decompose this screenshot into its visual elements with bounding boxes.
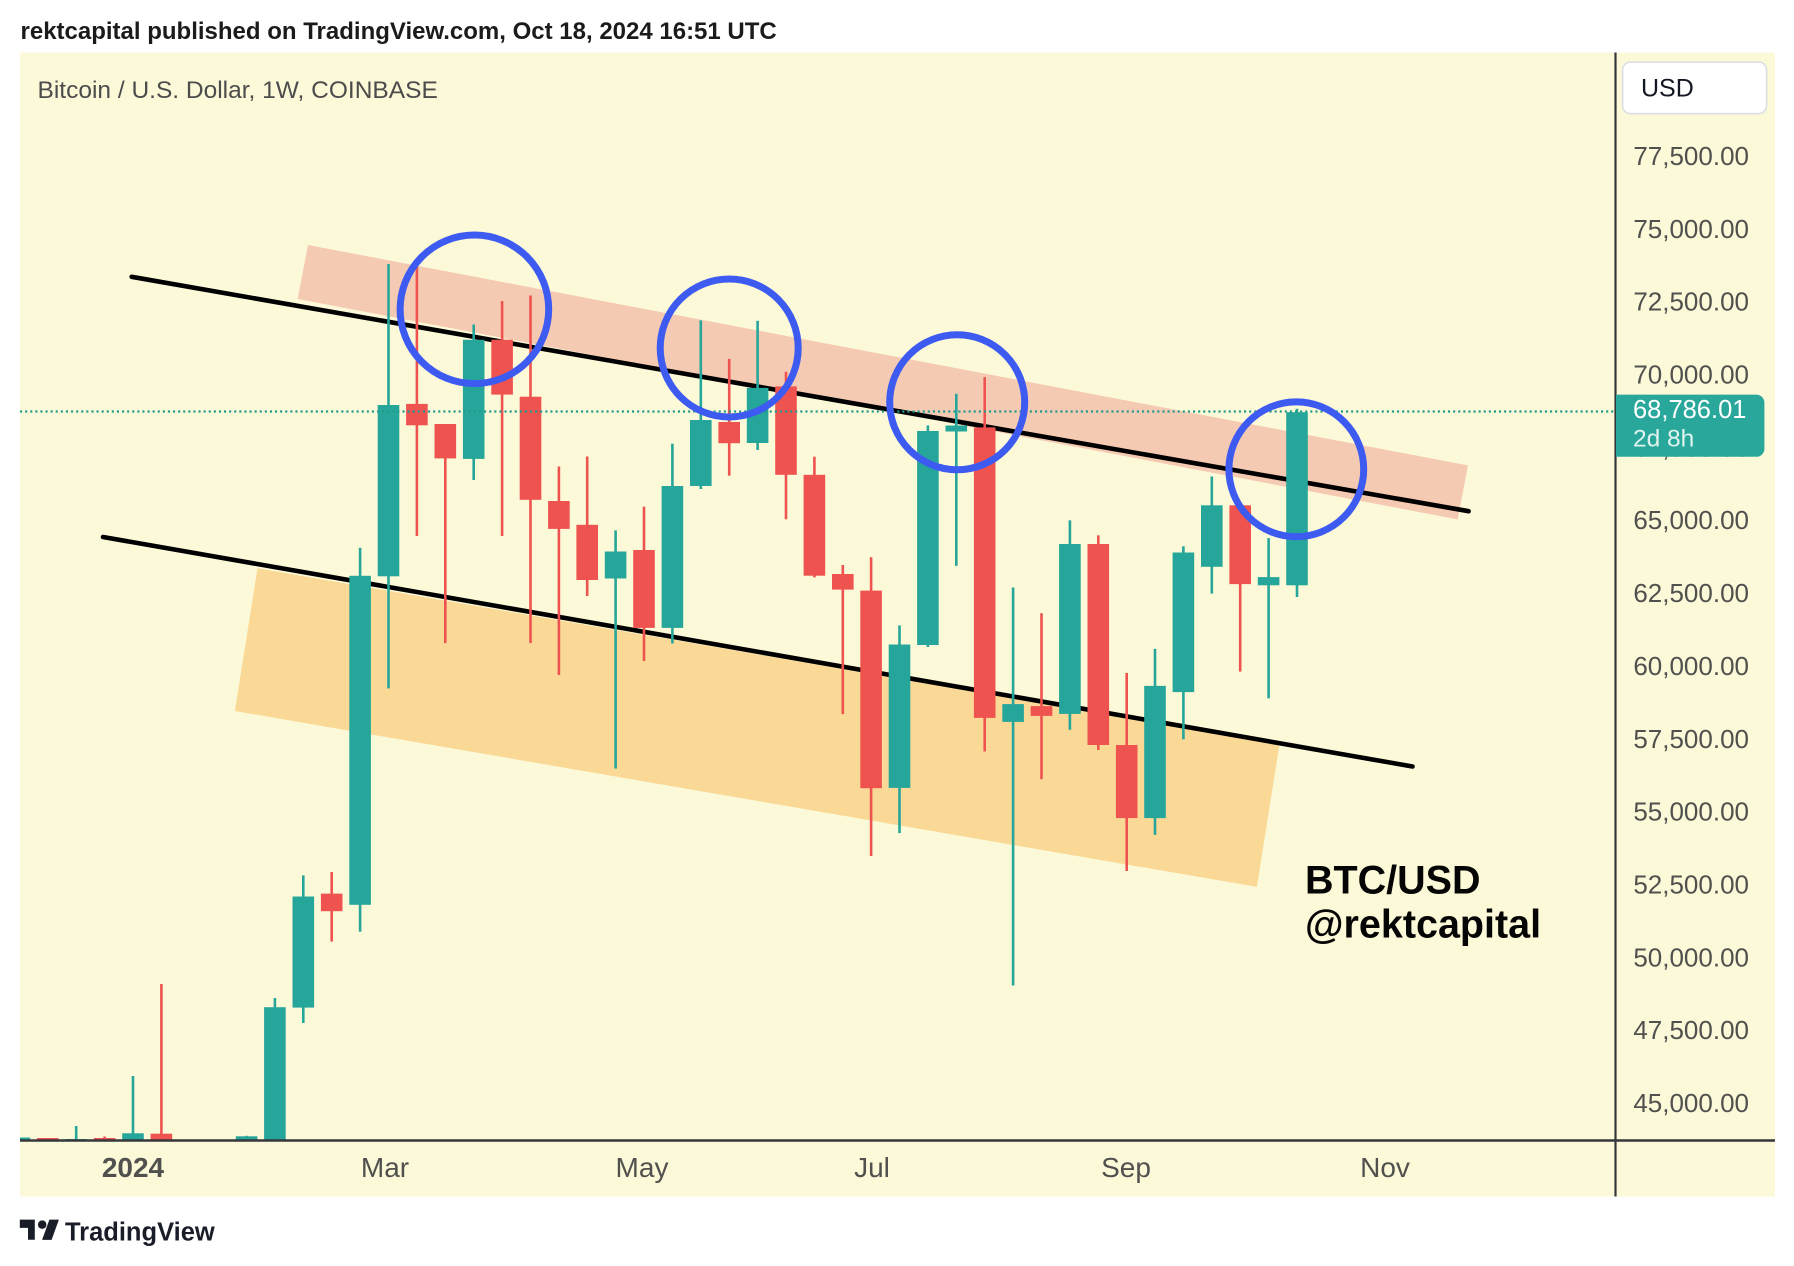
svg-text:2024: 2024 [102, 1152, 165, 1183]
svg-text:Bitcoin / U.S. Dollar, 1W, COI: Bitcoin / U.S. Dollar, 1W, COINBASE [38, 77, 438, 104]
svg-text:52,500.00: 52,500.00 [1633, 870, 1749, 900]
svg-text:72,500.00: 72,500.00 [1633, 287, 1749, 317]
svg-text:BTC/USD: BTC/USD [1305, 859, 1481, 903]
svg-text:77,500.00: 77,500.00 [1633, 141, 1749, 171]
svg-text:60,000.00: 60,000.00 [1633, 651, 1749, 681]
svg-text:Mar: Mar [361, 1152, 409, 1183]
svg-text:Nov: Nov [1360, 1152, 1410, 1183]
svg-text:TradingView: TradingView [65, 1218, 215, 1246]
svg-text:@rektcapital: @rektcapital [1305, 902, 1541, 946]
svg-text:45,000.00: 45,000.00 [1633, 1088, 1749, 1118]
svg-text:55,000.00: 55,000.00 [1633, 797, 1749, 827]
svg-text:75,000.00: 75,000.00 [1633, 214, 1749, 244]
svg-text:68,786.01: 68,786.01 [1633, 396, 1746, 424]
svg-text:Sep: Sep [1101, 1152, 1151, 1183]
svg-text:50,000.00: 50,000.00 [1633, 942, 1749, 972]
svg-text:70,000.00: 70,000.00 [1633, 360, 1749, 390]
svg-text:Jul: Jul [854, 1152, 890, 1183]
svg-text:2d 8h: 2d 8h [1633, 426, 1694, 453]
svg-text:62,500.00: 62,500.00 [1633, 578, 1749, 608]
svg-text:57,500.00: 57,500.00 [1633, 724, 1749, 754]
svg-text:USD: USD [1641, 75, 1694, 103]
svg-text:65,000.00: 65,000.00 [1633, 505, 1749, 535]
svg-text:47,500.00: 47,500.00 [1633, 1015, 1749, 1045]
svg-text:May: May [616, 1152, 669, 1183]
